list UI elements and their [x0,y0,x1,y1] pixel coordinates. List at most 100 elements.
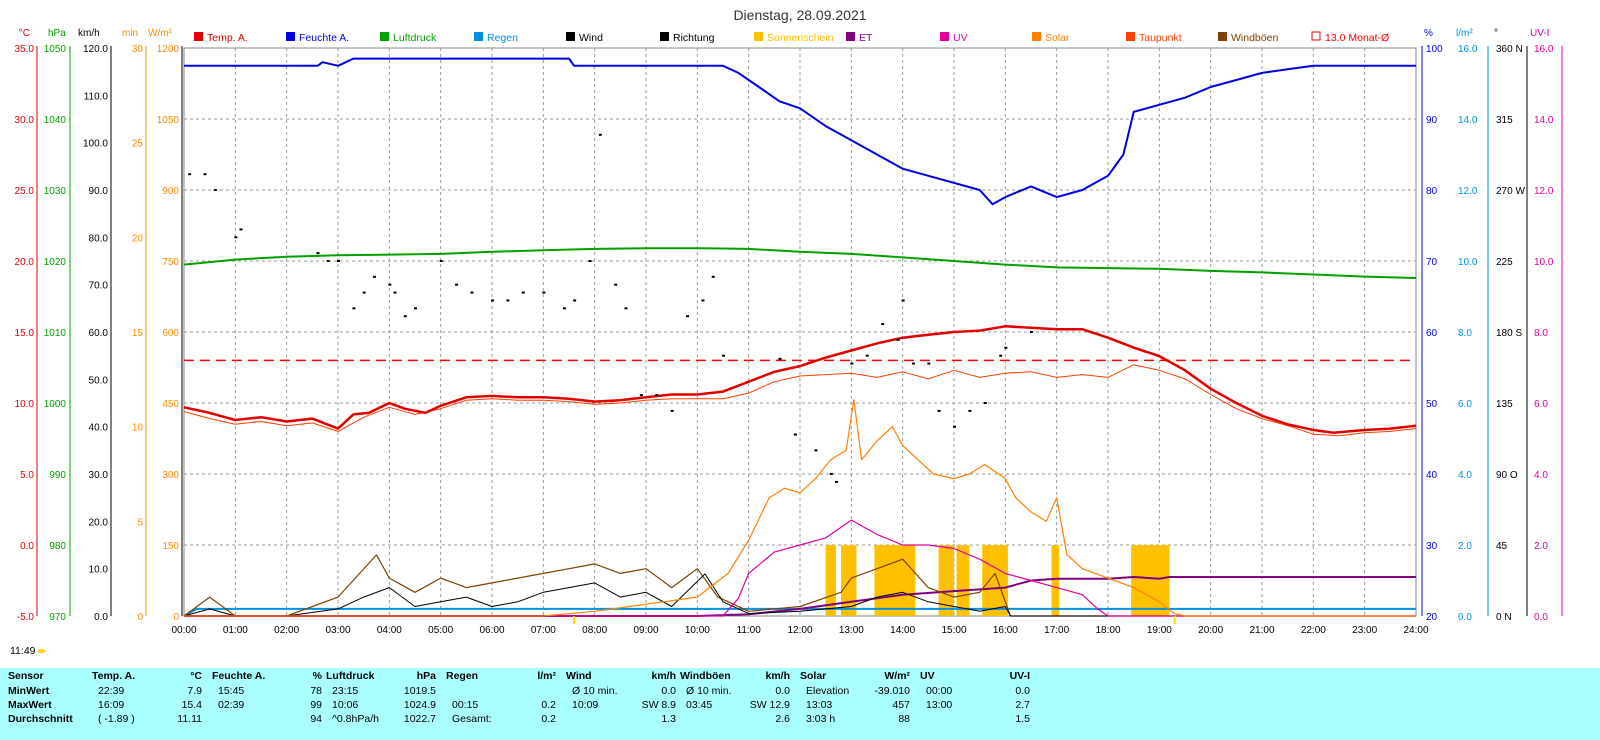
wind-direction-point [829,473,833,475]
axis-tick-hpa: 990 [49,470,66,481]
table-column-header: Temp. A. [92,670,136,682]
chart-title: Dienstag, 28.09.2021 [733,7,866,23]
x-tick-label: 06:00 [479,625,504,636]
table-cell-value: 0.2 [541,713,556,725]
sunshine-bar [874,545,916,616]
wind-direction-point [316,252,320,255]
axis-tick-temp: 10.0 [15,399,35,410]
wind-direction-point [937,409,941,412]
table-column-unit: l/m² [537,670,556,682]
axis-tick-pct: 100 [1426,44,1443,55]
legend-label: Regen [487,32,518,44]
wind-direction-point [927,362,931,365]
wind-direction-point [598,133,602,136]
legend-label: 13.0 Monat-Ø [1325,32,1389,44]
axis-tick-kmh: 50.0 [89,375,109,386]
x-tick-label: 23:00 [1352,625,1377,636]
table-column-unit: W/m² [884,670,910,682]
axis-tick-deg: 180 S [1496,328,1522,339]
wind-direction-point [203,173,207,176]
wind-direction-point [850,362,854,365]
axis-tick-wm2: 1050 [157,115,180,126]
axis-tick-wm2: 750 [162,257,179,268]
axis-tick-deg: 45 [1496,541,1508,552]
axis-tick-min: 10 [132,423,144,434]
axis-tick-kmh: 110.0 [84,91,109,102]
x-tick-label: 21:00 [1249,625,1274,636]
axis-tick-uvi: 0.0 [1534,612,1548,623]
table-cell-value: 88 [898,713,910,725]
axis-tick-uvi: 4.0 [1534,470,1548,481]
table-cell-value: 2.7 [1015,699,1030,711]
axis-tick-pct: 20 [1426,612,1438,623]
x-tick-label: 24:00 [1403,625,1428,636]
axis-tick-kmh: 120.0 [83,44,108,55]
x-tick-label: 05:00 [428,625,453,636]
table-column-unit: UV-I [1009,670,1030,682]
table-cell-value: 2.6 [775,713,790,725]
legend-marker [940,32,949,41]
legend-marker [846,32,855,41]
axis-tick-hpa: 1010 [44,328,67,339]
axis-tick-temp: 5.0 [20,470,34,481]
table-cell-label: Elevation [806,685,850,697]
axis-unit: km/h [78,28,100,39]
axis-tick-lm2: 8.0 [1458,328,1472,339]
wind-direction-point [506,299,510,302]
table-cell-value: 1.5 [1015,713,1030,725]
x-tick-label: 19:00 [1147,625,1172,636]
wind-direction-point [911,362,915,365]
table-cell-value: SW 8.9 [641,699,676,711]
axis-tick-temp: 35.0 [15,44,35,55]
table-cell-value: 78 [310,685,322,697]
axis-units: °C hPa km/h min W/m²% l/m² ° UV-I [19,28,1550,39]
wind-direction-point [701,299,705,302]
series-line-taupunkt [183,364,1417,437]
plot-area [183,57,1417,624]
legend-marker [1311,31,1321,41]
wind-direction-point [337,260,340,262]
table-cell-value: 457 [892,699,910,711]
wind-direction-point [455,283,459,286]
axis-tick-temp: 30.0 [15,115,35,126]
wind-direction-point [834,480,838,483]
legend-label: Solar [1045,32,1070,44]
table-cell-label: 03:45 [686,699,713,711]
wind-direction-point [188,173,192,176]
table-column-unit: hPa [416,670,436,682]
x-tick-label: 12:00 [787,625,812,636]
sunshine-bar [956,545,970,616]
wind-direction-point [573,299,577,302]
axis-unit: % [1424,28,1433,39]
axis-tick-hpa: 1000 [44,399,67,410]
x-tick-label: 13:00 [839,625,864,636]
series-line-regen [183,607,1416,617]
legend-label: Luftdruck [393,32,437,44]
axis-tick-wm2: 1200 [157,44,180,55]
wind-direction-point [542,291,546,294]
axis-tick-min: 0 [137,612,143,623]
axis-tick-lm2: 6.0 [1458,399,1472,410]
axis-tick-hpa: 1020 [44,257,67,268]
table-column-header: Feuchte A. [212,670,266,682]
legend-marker [286,32,295,41]
current-time-dot [38,649,46,654]
axis-tick-wm2: 0 [173,612,179,623]
axis-tick-kmh: 40.0 [89,423,109,434]
axis-tick-hpa: 970 [49,612,66,623]
chart-grid [183,47,1417,617]
axis-tick-lm2: 4.0 [1458,470,1472,481]
table-cell-value: 0.0 [775,685,790,697]
axis-tick-kmh: 100.0 [83,139,108,150]
sunshine-bar [938,545,954,616]
table-column-header: Solar [800,670,827,682]
legend-label: Sonnenschein [767,32,834,44]
table-cell-label: 00:15 [452,699,479,711]
x-tick-label: 16:00 [993,625,1018,636]
wind-direction-point [352,307,356,310]
axis-tick-kmh: 10.0 [89,565,109,576]
wind-direction-point [953,425,956,428]
table-cell-label: 23:15 [332,685,359,697]
axis-tick-deg: 360 N [1496,44,1523,55]
axis-unit: l/m² [1456,28,1473,39]
